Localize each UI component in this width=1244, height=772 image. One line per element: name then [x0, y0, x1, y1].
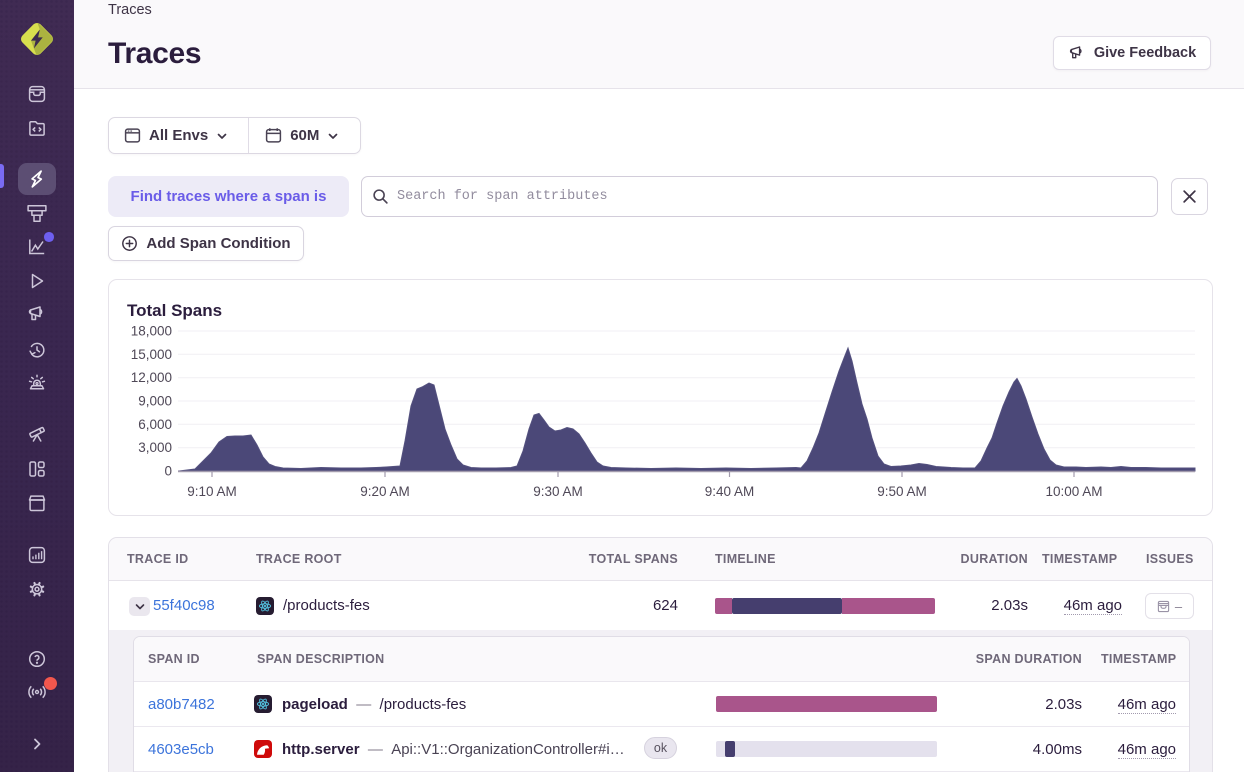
svg-text:9:30 AM: 9:30 AM: [533, 484, 583, 499]
svg-text:3,000: 3,000: [138, 440, 172, 455]
svg-text:9:40 AM: 9:40 AM: [705, 484, 755, 499]
svg-text:9:20 AM: 9:20 AM: [360, 484, 410, 499]
svg-text:18,000: 18,000: [131, 324, 172, 339]
svg-text:9:50 AM: 9:50 AM: [877, 484, 927, 499]
svg-text:10:00 AM: 10:00 AM: [1045, 484, 1102, 499]
svg-text:9:10 AM: 9:10 AM: [187, 484, 237, 499]
svg-text:6,000: 6,000: [138, 417, 172, 432]
svg-text:12,000: 12,000: [131, 370, 172, 385]
svg-text:0: 0: [164, 464, 172, 479]
svg-text:9,000: 9,000: [138, 394, 172, 409]
svg-text:15,000: 15,000: [131, 347, 172, 362]
